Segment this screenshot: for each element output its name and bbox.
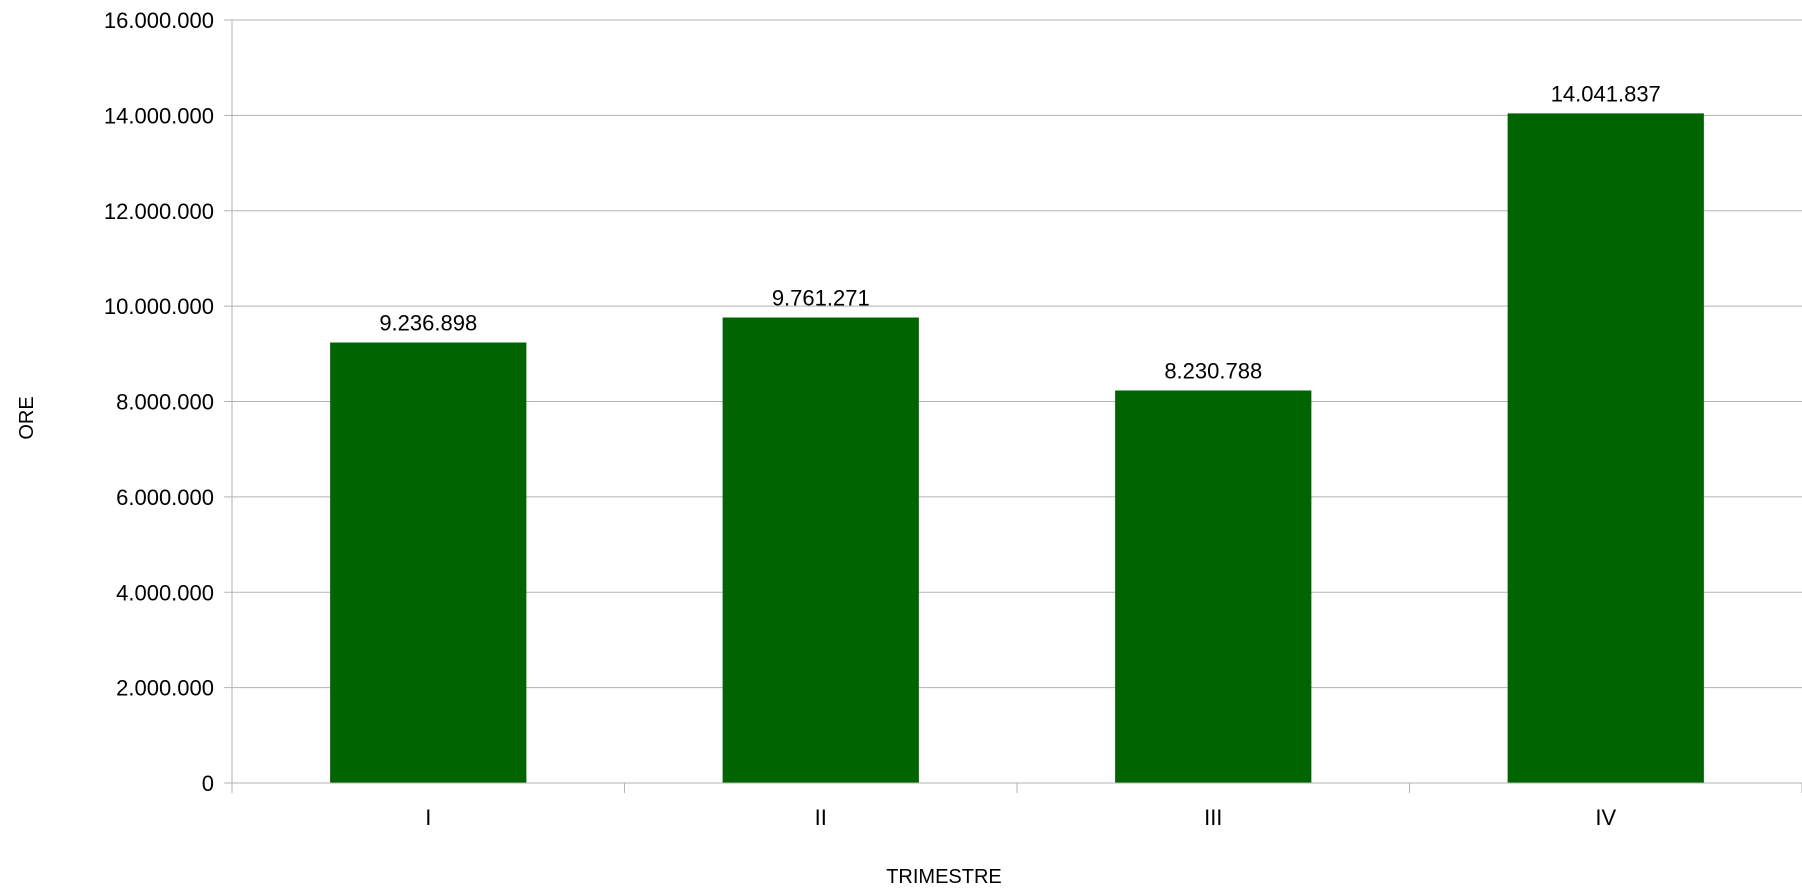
y-tick-label: 8.000.000 bbox=[116, 390, 214, 415]
y-tick-label: 14.000.000 bbox=[104, 103, 214, 128]
x-axis-title: TRIMESTRE bbox=[886, 866, 1002, 888]
bar bbox=[330, 343, 526, 783]
y-tick-label: 2.000.000 bbox=[116, 676, 214, 701]
y-tick-label: 12.000.000 bbox=[104, 199, 214, 224]
y-tick-label: 10.000.000 bbox=[104, 294, 214, 319]
bar bbox=[1115, 390, 1311, 783]
y-tick-label: 0 bbox=[202, 771, 214, 796]
bar bbox=[1508, 113, 1704, 783]
bar bbox=[723, 318, 919, 783]
x-tick-label: II bbox=[815, 805, 827, 830]
x-tick-label: III bbox=[1204, 805, 1222, 830]
bar-value-label: 9.761.271 bbox=[772, 286, 870, 311]
bar-value-label: 14.041.837 bbox=[1551, 81, 1661, 106]
x-tick-label: I bbox=[425, 805, 431, 830]
x-tick-label: IV bbox=[1595, 805, 1616, 830]
bars bbox=[330, 113, 1704, 783]
bar-value-label: 8.230.788 bbox=[1164, 358, 1262, 383]
y-tick-label: 6.000.000 bbox=[116, 485, 214, 510]
y-tick-label: 4.000.000 bbox=[116, 580, 214, 605]
bar-value-label: 9.236.898 bbox=[379, 311, 477, 336]
y-tick-label: 16.000.000 bbox=[104, 8, 214, 33]
y-axis-title: ORE bbox=[16, 396, 38, 439]
